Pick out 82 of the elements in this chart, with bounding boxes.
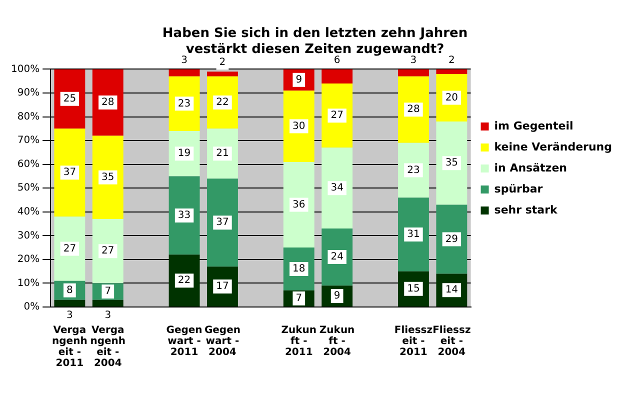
data-label: 36 [292,199,306,210]
bar [398,76,429,143]
data-label: 9 [296,74,302,86]
y-tick-label: 60% [17,158,40,170]
data-label: 21 [216,148,229,160]
data-label: 23 [178,98,191,110]
legend-label: in Ansätzen [494,161,567,174]
bar [436,204,468,274]
bar [283,162,314,248]
bar [54,128,86,217]
data-label: 9 [334,290,340,302]
data-label: 34 [330,182,344,194]
data-label: 7 [296,293,302,304]
bar [283,90,314,162]
y-tick-label: 10% [17,278,40,289]
data-label: 24 [330,252,344,263]
data-label: 25 [63,94,76,105]
bar [207,72,238,76]
data-label: 7 [104,286,112,298]
x-tick-label: Fliesszeit - 2011 [394,325,433,358]
data-label: 27 [102,246,114,257]
x-tick-label: Vergangenheit - 2004 [89,325,127,369]
data-label: 17 [216,281,229,292]
x-tick-label: Zukunft - 2004 [318,325,356,358]
x-tick-label: Gegenwart - 2011 [165,325,204,358]
data-label: 37 [216,217,229,228]
y-tick-label: 20% [17,254,40,266]
y-tick-label: 30% [17,230,40,242]
x-tick-label: Fliesszeit - 2004 [432,325,471,358]
data-label: 29 [445,234,458,245]
data-label: 31 [407,229,420,240]
bar [92,69,124,136]
data-label: 2 [448,54,455,66]
bar [207,178,238,267]
data-label: 2 [219,57,226,68]
data-label: 30 [292,120,306,132]
data-label: 8 [66,284,73,296]
bar [168,69,200,76]
bar [92,300,124,306]
data-label: 27 [63,243,76,254]
data-label: 15 [407,284,420,295]
legend-label: spürbar [494,182,544,196]
y-tick-label: 0% [24,302,40,313]
x-tick-label: Vergangenheit - 2011 [51,325,88,369]
legend-label: keine Veränderung [494,140,612,154]
data-label: 22 [216,97,229,108]
data-label: 19 [178,148,191,160]
data-label: 3 [410,54,417,66]
data-label: 23 [407,164,420,176]
data-label: 22 [178,275,191,286]
y-tick-label: 70% [17,135,40,146]
bar [322,148,353,229]
data-label: 3 [181,54,188,66]
y-tick-label: 100% [10,64,40,75]
legend-label: sehr stark [494,203,558,216]
data-label: 20 [445,92,458,104]
y-tick-label: 40% [17,206,40,218]
x-tick-label: Zukunft - 2011 [280,325,318,358]
chart-title: Haben Sie sich in den letzten zehn Jahren vestärkt diesen Zeiten zugewandt? [162,26,468,57]
data-label: 28 [102,97,114,108]
bar [436,122,468,205]
data-label: 27 [330,110,344,122]
data-label: 6 [334,54,340,66]
data-label: 33 [178,210,191,222]
bar [92,136,124,220]
data-label: 3 [104,310,112,322]
bar [398,69,429,76]
data-label: 18 [292,264,306,275]
data-label: 28 [407,104,420,116]
x-tick-label: Gegenwart - 2004 [203,325,242,358]
data-label: 3 [66,310,73,322]
y-tick-label: 90% [17,88,40,99]
data-label: 35 [445,158,458,169]
data-label: 35 [102,172,114,183]
y-tick-label: 80% [17,111,40,122]
y-tick-label: 50% [17,182,40,194]
bar [436,69,468,74]
data-label: 14 [445,284,458,296]
bar [54,300,86,306]
data-label: 37 [63,167,76,178]
bar [322,69,353,84]
legend-label: im Gegenteil [494,119,574,132]
